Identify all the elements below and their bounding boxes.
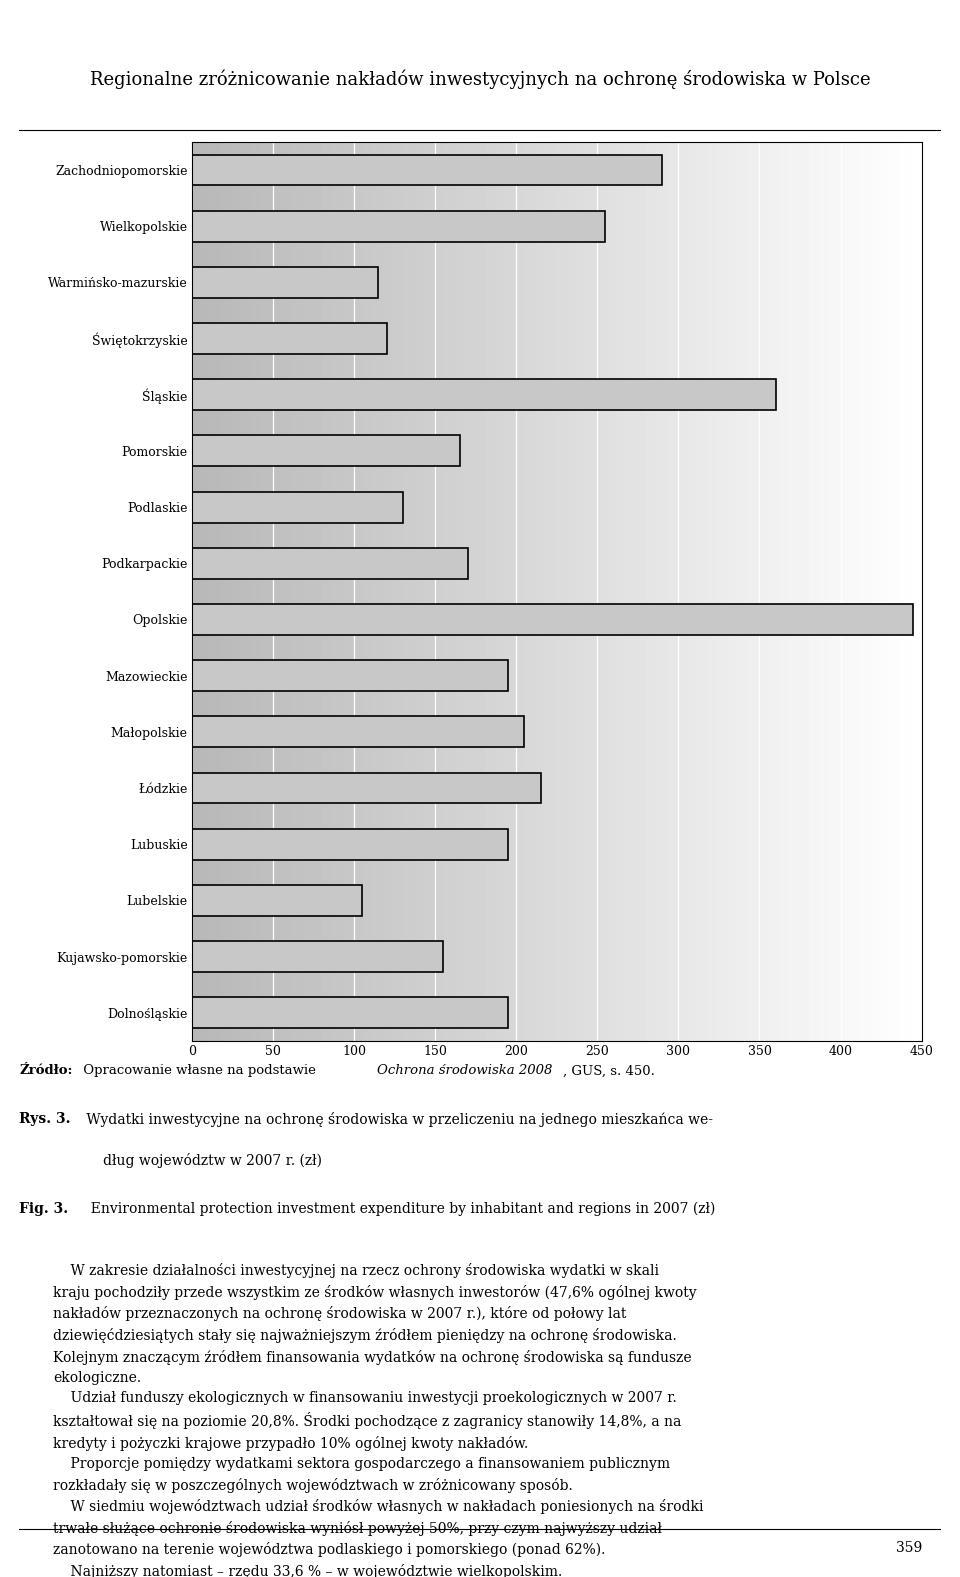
Bar [192,267,378,298]
Bar [192,155,662,186]
Text: W zakresie działalności inwestycyjnej na rzecz ochrony środowiska wydatki w skal: W zakresie działalności inwestycyjnej na… [53,1263,704,1577]
Text: Ochrona środowiska 2008: Ochrona środowiska 2008 [376,1064,552,1077]
Bar [192,661,508,691]
Text: dług województw w 2007 r. (zł): dług województw w 2007 r. (zł) [103,1153,322,1167]
Bar [192,492,403,522]
Bar [192,716,524,747]
Bar [192,435,460,467]
Bar [192,604,914,636]
Text: Wydatki inwestycyjne na ochronę środowiska w przeliczeniu na jednego mieszkańca : Wydatki inwestycyjne na ochronę środowis… [82,1112,713,1128]
Text: Environmental protection investment expenditure by inhabitant and regions in 200: Environmental protection investment expe… [82,1202,715,1216]
Text: Regionalne zróżnicowanie nakładów inwestycyjnych na ochronę środowiska w Polsce: Regionalne zróżnicowanie nakładów inwest… [89,69,871,88]
Text: Opracowanie własne na podstawie: Opracowanie własne na podstawie [79,1064,321,1077]
Bar [192,773,540,803]
Bar [192,885,362,916]
Bar [192,547,468,579]
Text: , GUS, s. 450.: , GUS, s. 450. [563,1064,655,1077]
Bar [192,830,508,859]
Text: 359: 359 [896,1541,923,1555]
Bar [192,323,387,353]
Text: Rys. 3.: Rys. 3. [19,1112,71,1126]
Text: Fig. 3.: Fig. 3. [19,1202,68,1216]
Bar [192,941,444,971]
Bar [192,380,776,410]
Text: Źródło:: Źródło: [19,1064,73,1077]
Bar [192,997,508,1028]
Bar [192,211,606,241]
